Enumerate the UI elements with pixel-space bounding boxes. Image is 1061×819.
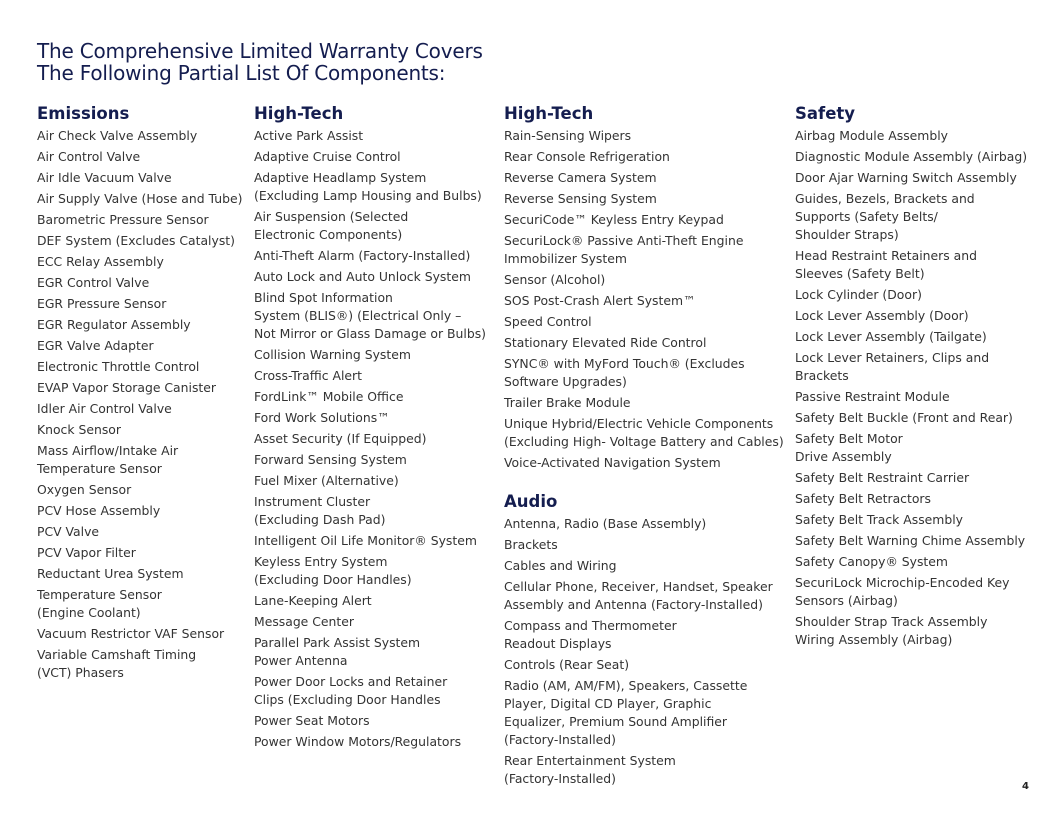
- page-title: The Comprehensive Limited Warranty Cover…: [37, 39, 483, 85]
- component-item: FordLink™ Mobile Office: [254, 389, 404, 404]
- component-item: Antenna, Radio (Base Assembly): [504, 516, 707, 531]
- component-item: Parallel Park Assist System Power Antenn…: [254, 635, 421, 668]
- component-item: Cables and Wiring: [504, 558, 617, 573]
- component-item: SecuriLock® Passive Anti-Theft Engine Im…: [504, 233, 744, 266]
- component-item: Controls (Rear Seat): [504, 657, 630, 672]
- component-item: PCV Hose Assembly: [37, 503, 161, 518]
- section-heading: High-Tech: [504, 104, 594, 123]
- component-item: PCV Vapor Filter: [37, 545, 136, 560]
- section-heading: High-Tech: [254, 104, 344, 123]
- component-item: Active Park Assist: [254, 128, 364, 143]
- component-item: Oxygen Sensor: [37, 482, 132, 497]
- column-2: High-Tech Active Park Assist Adaptive Crui…: [254, 104, 486, 754]
- component-item: Trailer Brake Module: [504, 395, 631, 410]
- component-item: Keyless Entry System (Excluding Door Han…: [254, 554, 412, 587]
- component-item: Auto Lock and Auto Unlock System: [254, 269, 471, 284]
- component-item: Cross-Traffic Alert: [254, 368, 362, 383]
- component-item: Reverse Sensing System: [504, 191, 657, 206]
- component-item: Safety Canopy® System: [795, 554, 948, 569]
- component-item: Cellular Phone, Receiver, Handset, Speak…: [504, 579, 773, 612]
- component-item: Guides, Bezels, Brackets and Supports (S…: [795, 191, 975, 242]
- component-item: Rain-Sensing Wipers: [504, 128, 632, 143]
- component-item: Air Supply Valve (Hose and Tube): [37, 191, 243, 206]
- component-item: Air Control Valve: [37, 149, 141, 164]
- page-number: 4: [1022, 781, 1029, 792]
- component-item: Forward Sensing System: [254, 452, 407, 467]
- component-item: Air Check Valve Assembly: [37, 128, 198, 143]
- component-item: Barometric Pressure Sensor: [37, 212, 209, 227]
- component-item: Unique Hybrid/Electric Vehicle Component…: [504, 416, 784, 449]
- component-item: Safety Belt Restraint Carrier: [795, 470, 970, 485]
- component-item: Asset Security (If Equipped): [254, 431, 427, 446]
- component-item: EGR Pressure Sensor: [37, 296, 167, 311]
- component-item: SOS Post-Crash Alert System™: [504, 293, 696, 308]
- component-item: Idler Air Control Valve: [37, 401, 172, 416]
- component-item: Vacuum Restrictor VAF Sensor: [37, 626, 225, 641]
- column-3: High-Tech Rain-Sensing Wipers Rear Console…: [504, 104, 784, 791]
- component-item: Safety Belt Buckle (Front and Rear): [795, 410, 1013, 425]
- component-item: Air Suspension (Selected Electronic Comp…: [254, 209, 409, 242]
- column-4: Safety Airbag Module Assembly Diagnostic M…: [795, 104, 1027, 652]
- component-item: Safety Belt Warning Chime Assembly: [795, 533, 1026, 548]
- component-item: Airbag Module Assembly: [795, 128, 948, 143]
- component-item: DEF System (Excludes Catalyst): [37, 233, 235, 248]
- component-item: Air Idle Vacuum Valve: [37, 170, 172, 185]
- component-item: Stationary Elevated Ride Control: [504, 335, 707, 350]
- component-item: Lock Lever Assembly (Tailgate): [795, 329, 987, 344]
- component-item: Shoulder Strap Track Assembly Wiring Ass…: [795, 614, 988, 647]
- component-item: EGR Control Valve: [37, 275, 150, 290]
- component-item: Safety Belt Track Assembly: [795, 512, 964, 527]
- section-heading: Emissions: [37, 104, 130, 123]
- component-item: Voice-Activated Navigation System: [504, 455, 721, 470]
- component-item: Lock Lever Retainers, Clips and Brackets: [795, 350, 990, 383]
- component-item: SecuriCode™ Keyless Entry Keypad: [504, 212, 724, 227]
- section-heading: Audio: [504, 492, 558, 511]
- component-item: Instrument Cluster (Excluding Dash Pad): [254, 494, 386, 527]
- component-item: Reductant Urea System: [37, 566, 184, 581]
- component-item: Blind Spot Information System (BLIS®) (E…: [254, 290, 486, 341]
- component-item: Fuel Mixer (Alternative): [254, 473, 399, 488]
- component-item: EGR Regulator Assembly: [37, 317, 191, 332]
- component-item: Diagnostic Module Assembly (Airbag): [795, 149, 1028, 164]
- component-item: Head Restraint Retainers and Sleeves (Sa…: [795, 248, 977, 281]
- component-item: EVAP Vapor Storage Canister: [37, 380, 216, 395]
- component-item: SecuriLock Microchip-Encoded Key Sensors…: [795, 575, 1010, 608]
- component-item: Collision Warning System: [254, 347, 411, 362]
- component-item: Power Door Locks and Retainer Clips (Exc…: [254, 674, 448, 707]
- component-item: Electronic Throttle Control: [37, 359, 200, 374]
- column-1: Emissions Air Check Valve Assembly Air Con…: [37, 104, 242, 685]
- component-item: Power Window Motors/Regulators: [254, 734, 462, 749]
- component-item: Lane-Keeping Alert: [254, 593, 372, 608]
- component-item: SYNC® with MyFord Touch® (Excludes Softw…: [504, 356, 745, 389]
- component-item: Door Ajar Warning Switch Assembly: [795, 170, 1017, 185]
- component-item: Anti-Theft Alarm (Factory-Installed): [254, 248, 471, 263]
- component-item: Adaptive Cruise Control: [254, 149, 401, 164]
- component-item: Adaptive Headlamp System (Excluding Lamp…: [254, 170, 482, 203]
- component-item: Variable Camshaft Timing (VCT) Phasers: [37, 647, 197, 680]
- component-item: Rear Entertainment System (Factory-Insta…: [504, 753, 676, 786]
- component-item: Speed Control: [504, 314, 592, 329]
- component-item: Ford Work Solutions™: [254, 410, 390, 425]
- component-item: Mass Airflow/Intake Air Temperature Sens…: [37, 443, 179, 476]
- component-item: Temperature Sensor (Engine Coolant): [37, 587, 162, 620]
- component-item: Reverse Camera System: [504, 170, 657, 185]
- component-item: Safety Belt Retractors: [795, 491, 931, 506]
- component-item: Rear Console Refrigeration: [504, 149, 670, 164]
- component-item: Lock Cylinder (Door): [795, 287, 922, 302]
- component-item: Sensor (Alcohol): [504, 272, 606, 287]
- component-item: PCV Valve: [37, 524, 100, 539]
- component-item: Power Seat Motors: [254, 713, 370, 728]
- component-item: Passive Restraint Module: [795, 389, 950, 404]
- component-item: Safety Belt Motor Drive Assembly: [795, 431, 903, 464]
- component-item: Brackets: [504, 537, 558, 552]
- component-item: Message Center: [254, 614, 354, 629]
- component-item: Intelligent Oil Life Monitor® System: [254, 533, 477, 548]
- component-item: Radio (AM, AM/FM), Speakers, Cassette Pl…: [504, 678, 748, 747]
- component-item: Lock Lever Assembly (Door): [795, 308, 969, 323]
- component-item: Knock Sensor: [37, 422, 121, 437]
- component-item: Compass and Thermometer Readout Displays: [504, 618, 677, 651]
- component-item: EGR Valve Adapter: [37, 338, 154, 353]
- component-item: ECC Relay Assembly: [37, 254, 164, 269]
- section-heading: Safety: [795, 104, 856, 123]
